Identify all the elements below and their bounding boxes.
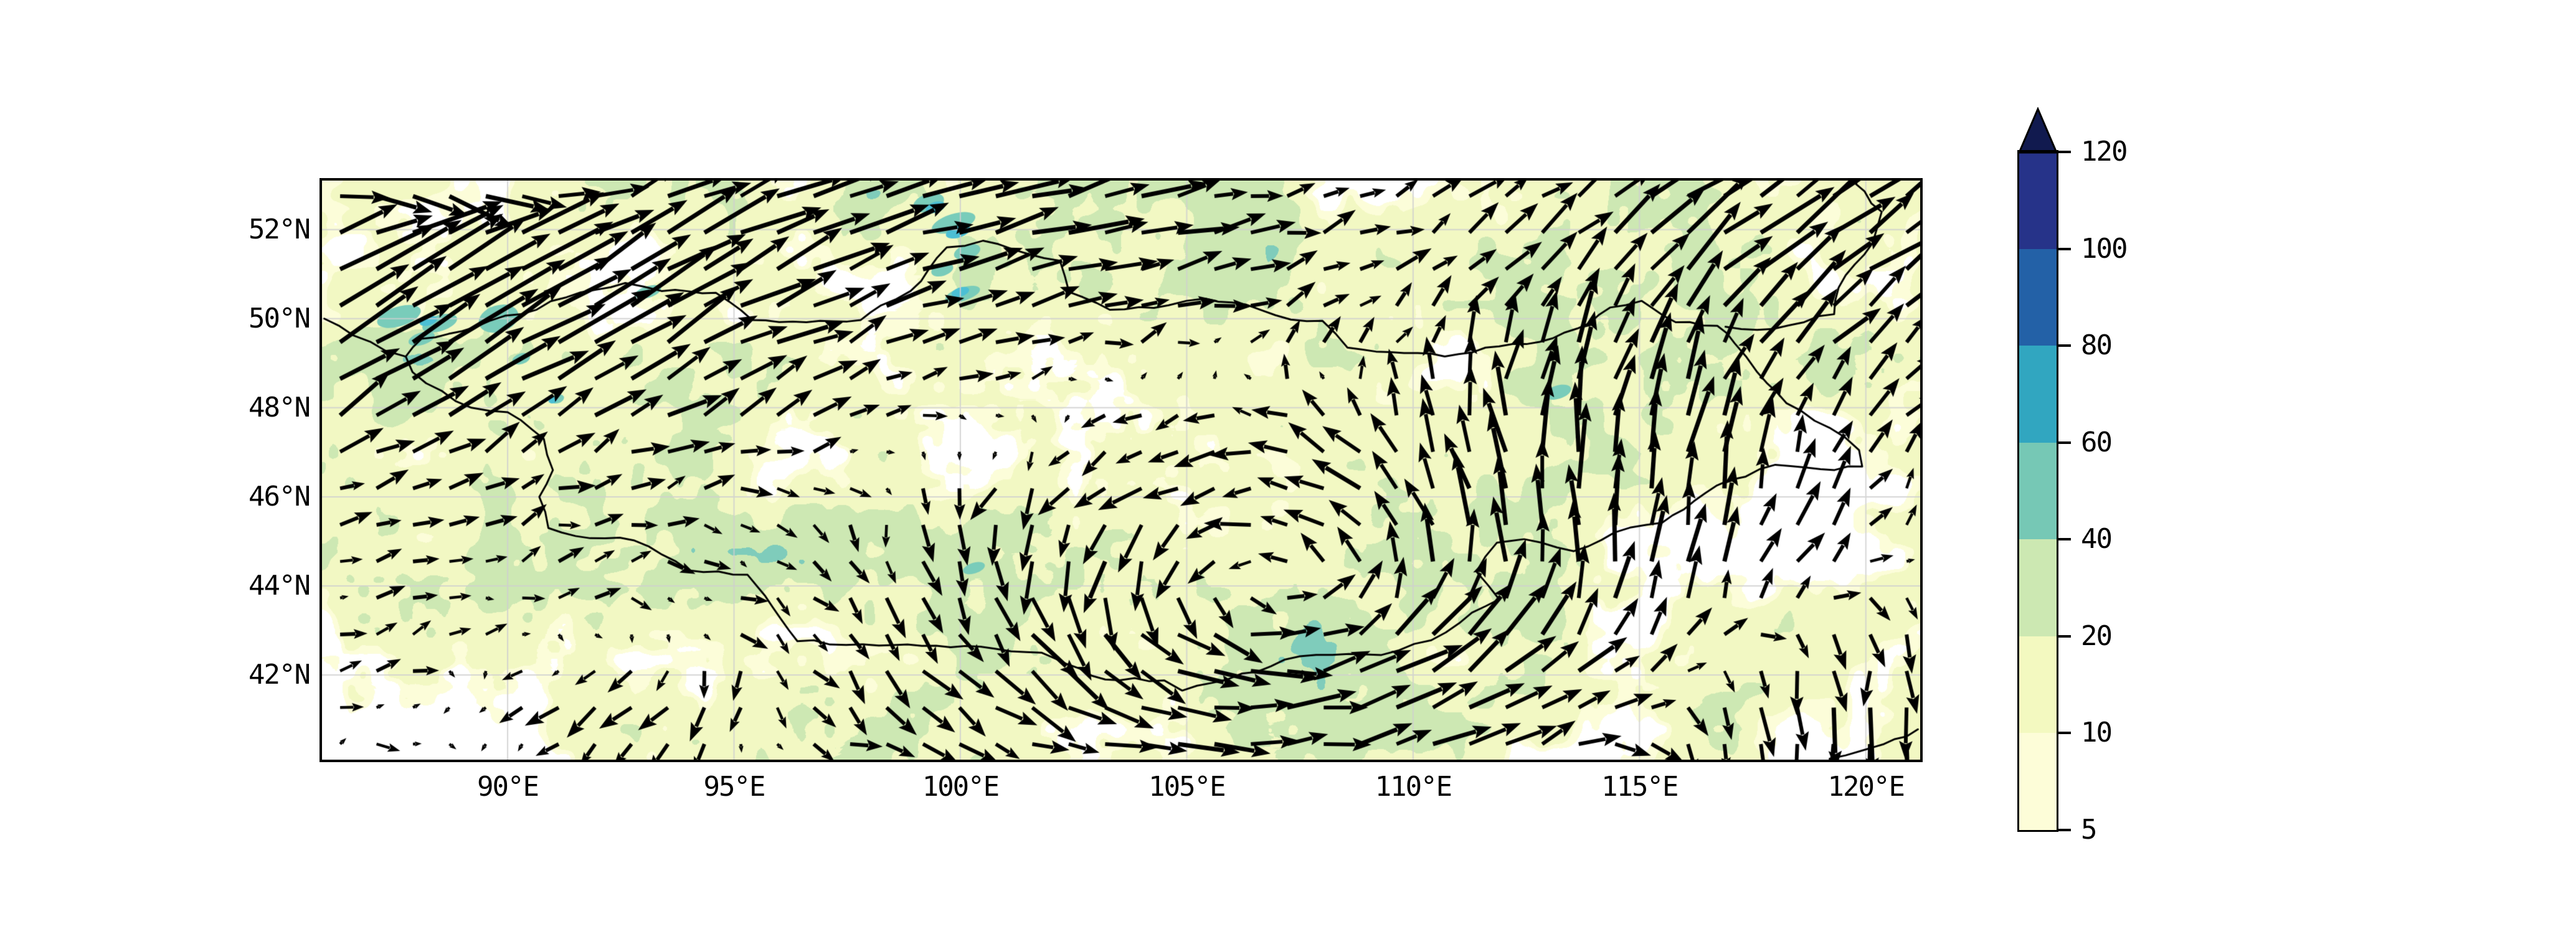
x-tick-label: 100°E <box>922 771 1000 803</box>
colorbar-tick <box>2057 441 2071 444</box>
colorbar-extend-max-triangle <box>2017 107 2058 154</box>
colorbar-tick-label: 80 <box>2081 329 2113 362</box>
y-tick-label: 46°N <box>249 480 311 512</box>
y-tick-label: 48°N <box>249 391 311 423</box>
colorbar-tick <box>2057 732 2071 735</box>
colorbar-segment <box>2019 248 2057 346</box>
colorbar-tick <box>2057 344 2071 347</box>
y-tick-label: 42°N <box>249 659 311 691</box>
colorbar-tick <box>2057 151 2071 153</box>
x-tick-label: 90°E <box>477 771 539 803</box>
colorbar-segment <box>2019 733 2057 830</box>
colorbar-segment <box>2019 636 2057 734</box>
map-frame <box>320 178 1923 762</box>
y-tick-label: 50°N <box>249 302 311 334</box>
x-tick-label: 120°E <box>1827 771 1905 803</box>
colorbar-tick-label: 20 <box>2081 620 2113 652</box>
colorbar-outline <box>2017 150 2058 832</box>
colorbar-segment <box>2019 442 2057 540</box>
colorbar-segment <box>2019 539 2057 636</box>
colorbar-tick <box>2057 829 2071 831</box>
colorbar-tick <box>2057 538 2071 541</box>
x-tick-label: 105°E <box>1148 771 1226 803</box>
x-tick-label: 110°E <box>1375 771 1452 803</box>
colorbar-segment <box>2019 346 2057 443</box>
y-tick-label: 44°N <box>249 570 311 601</box>
colorbar-segment <box>2019 152 2057 249</box>
colorbar-tick-label: 40 <box>2081 523 2113 555</box>
colorbar-tick-label: 120 <box>2081 136 2128 167</box>
colorbar-tick-label: 5 <box>2081 814 2097 846</box>
x-tick-label: 115°E <box>1601 771 1679 803</box>
x-tick-label: 95°E <box>703 771 766 803</box>
y-tick-label: 52°N <box>249 213 311 245</box>
map-canvas <box>322 181 1920 760</box>
colorbar-tick <box>2057 634 2071 638</box>
colorbar-tick-label: 10 <box>2081 717 2113 749</box>
colorbar-tick <box>2057 247 2071 250</box>
colorbar-tick-label: 100 <box>2081 232 2128 265</box>
colorbar-tick-label: 60 <box>2081 426 2113 458</box>
